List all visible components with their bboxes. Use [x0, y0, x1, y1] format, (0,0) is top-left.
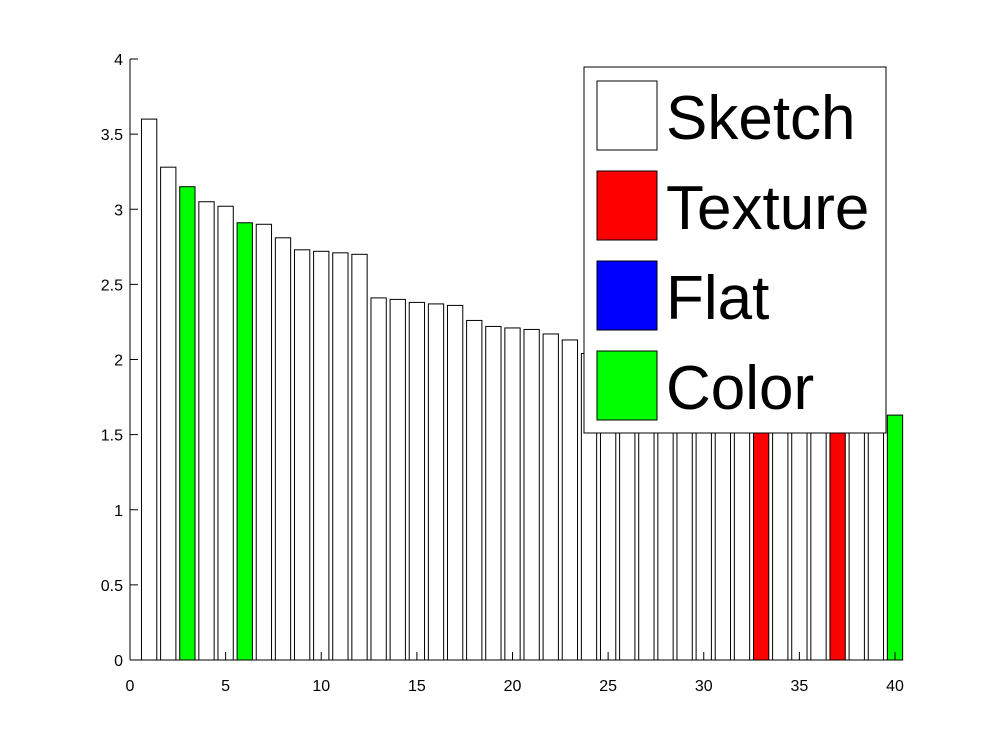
legend-label-flat: Flat: [666, 264, 769, 333]
bar-14-sketch: [389, 298, 406, 661]
bar-11-sketch: [332, 252, 349, 661]
bar-39-sketch: [867, 410, 885, 661]
x-tick-label: 40: [886, 678, 904, 695]
bar-10-sketch: [313, 250, 330, 661]
bar-37-texture: [829, 404, 846, 661]
bar-19-sketch: [485, 325, 502, 661]
legend-label-color: Color: [666, 354, 814, 423]
bar-15-sketch: [408, 301, 426, 661]
legend-swatch-sketch: [596, 80, 658, 151]
y-tick-label: 4: [114, 52, 123, 69]
bar-6-color: [236, 222, 253, 661]
bar-4-sketch: [198, 201, 215, 661]
bar-35-sketch: [791, 396, 808, 661]
legend-label-sketch: Sketch: [666, 84, 856, 153]
y-tick-label: 1: [114, 503, 123, 520]
y-ticks-group: 0 0.5 1 1.5 2 2.5 3 3.5 4: [101, 52, 138, 670]
bar-9-sketch: [293, 249, 311, 661]
bar-2-sketch: [160, 166, 177, 661]
bar-5-sketch: [217, 205, 234, 661]
bar-40-color: [886, 414, 904, 661]
bar-20-sketch: [504, 327, 521, 661]
bar-36-sketch: [810, 401, 827, 661]
y-tick-label: 3: [114, 202, 123, 219]
legend-swatch-color: [596, 350, 658, 421]
bar-38-sketch: [848, 407, 865, 661]
x-tick-label: 15: [408, 678, 426, 695]
bar-3-color: [179, 186, 196, 661]
legend-swatch-texture: [596, 170, 658, 241]
y-tick-label: 2.5: [101, 277, 123, 294]
x-tick-label: 5: [221, 678, 230, 695]
bar-1-sketch: [140, 118, 158, 661]
x-tick-label: 30: [695, 678, 713, 695]
bar-17-sketch: [446, 304, 464, 661]
y-tick-label: 0: [114, 653, 123, 670]
bar-22-sketch: [542, 333, 559, 661]
bar-7-sketch: [255, 223, 273, 661]
bar-21-sketch: [523, 328, 540, 661]
bar-23-sketch: [561, 339, 579, 661]
x-tick-label: 20: [504, 678, 522, 695]
bar-18-sketch: [466, 319, 483, 661]
x-tick-label: 10: [312, 678, 330, 695]
y-tick-label: 2: [114, 353, 123, 370]
y-tick-label: 1.5: [101, 428, 123, 445]
bar-16-sketch: [427, 303, 445, 661]
bar-8-sketch: [274, 237, 292, 661]
x-tick-label: 35: [790, 678, 808, 695]
bar-12-sketch: [351, 253, 368, 661]
x-tick-label: 25: [599, 678, 617, 695]
y-tick-label: 3.5: [101, 127, 123, 144]
x-ticks-group: 0 5 10 15 20 25 30 35 40: [126, 652, 904, 695]
legend-swatch-flat: [596, 260, 658, 331]
bars-group: [140, 118, 904, 661]
bar-13-sketch: [370, 297, 387, 661]
legend-label-texture: Texture: [666, 174, 869, 243]
legend: Sketch Texture Flat Color: [583, 66, 887, 434]
y-tick-label: 0.5: [101, 578, 123, 595]
x-tick-label: 0: [126, 678, 135, 695]
